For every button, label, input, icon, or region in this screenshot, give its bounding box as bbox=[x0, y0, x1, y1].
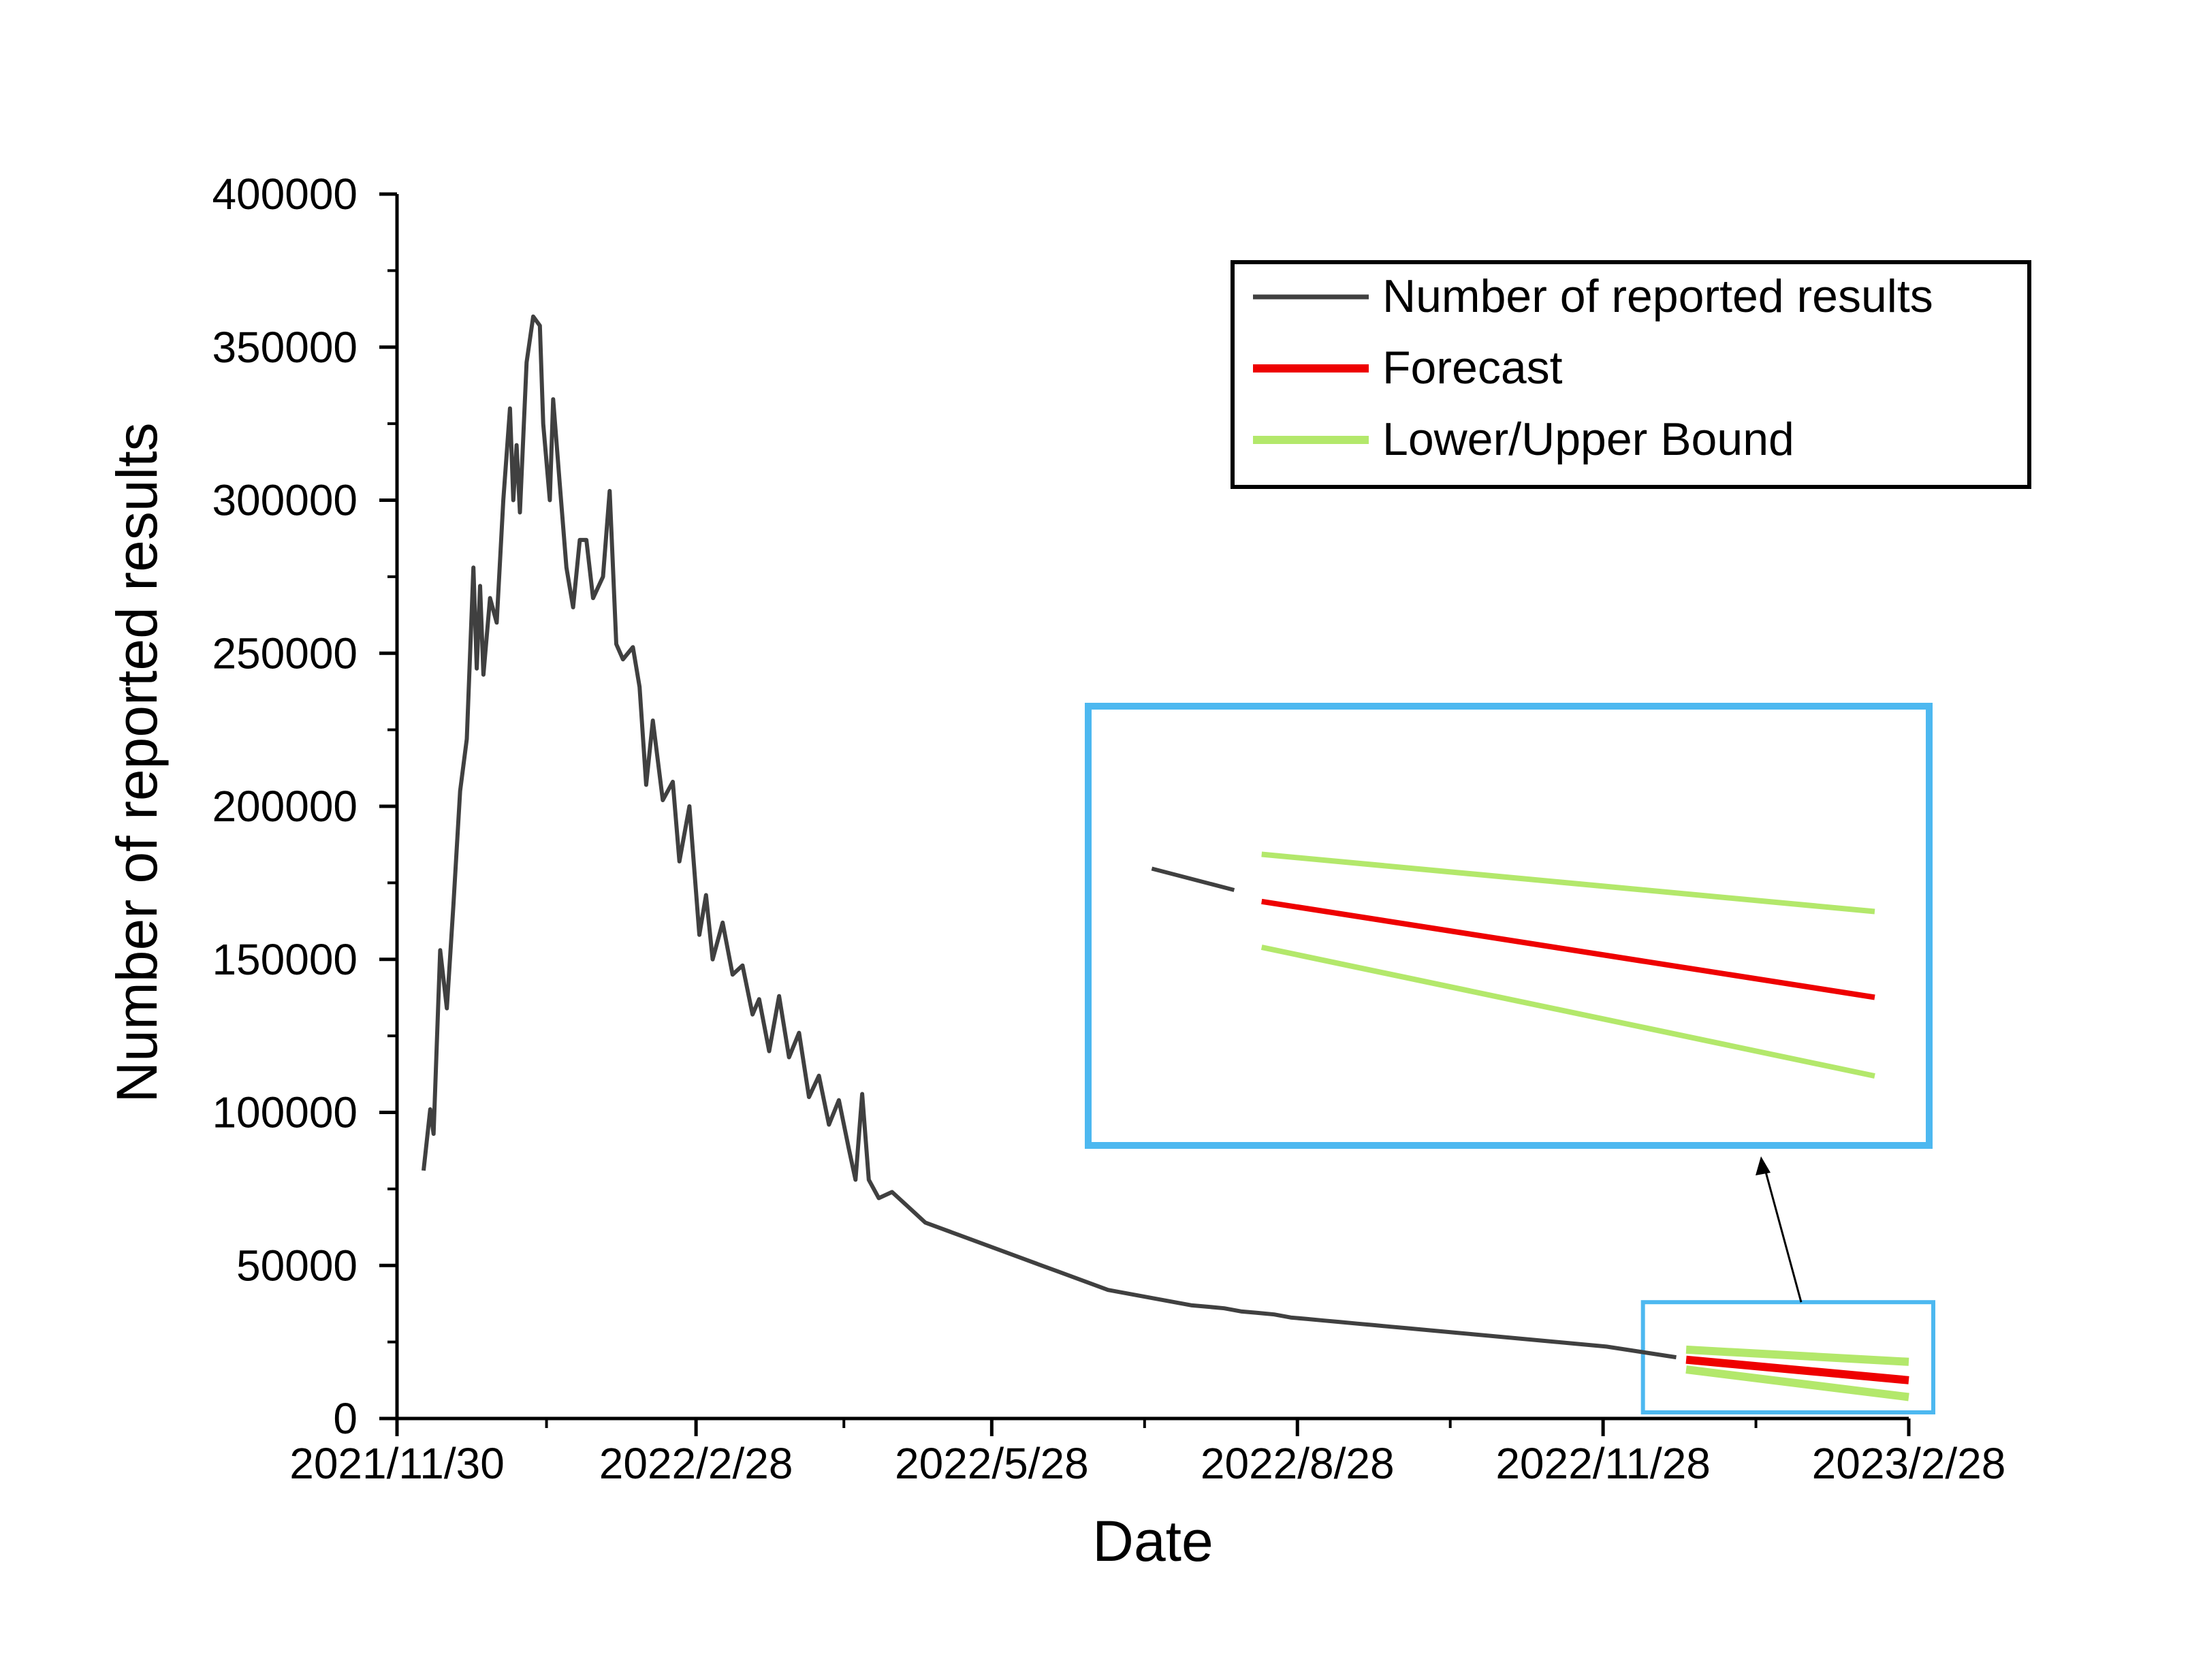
legend: Number of reported results Forecast Lowe… bbox=[1231, 260, 2031, 489]
series-line-upper-bound bbox=[1685, 1345, 1909, 1366]
y-tick-label: 300000 bbox=[212, 476, 358, 525]
inset-line-upper-bound bbox=[1261, 851, 1875, 915]
legend-box bbox=[1231, 260, 2031, 489]
y-tick-label: 200000 bbox=[212, 782, 358, 831]
x-tick-label: 2022/2/28 bbox=[599, 1439, 793, 1488]
y-tick-label: 400000 bbox=[212, 170, 358, 219]
y-tick-label: 150000 bbox=[212, 935, 358, 984]
series-line-lower-bound bbox=[1685, 1365, 1909, 1401]
y-tick-label: 250000 bbox=[212, 629, 358, 678]
highlight-box bbox=[1640, 1300, 1936, 1415]
legend-label-bounds: Lower/Upper Bound bbox=[1382, 413, 1794, 465]
y-tick-label: 350000 bbox=[212, 323, 358, 372]
series-line-forecast bbox=[1685, 1355, 1909, 1384]
x-tick-label: 2022/8/28 bbox=[1201, 1439, 1395, 1488]
x-axis-title: Date bbox=[1092, 1509, 1213, 1573]
series-group bbox=[422, 314, 1909, 1401]
inset-arrow-head bbox=[1756, 1156, 1771, 1175]
legend-label-forecast: Forecast bbox=[1382, 342, 1563, 394]
inset-line-reported bbox=[1151, 866, 1235, 892]
inset-arrow-line bbox=[1762, 1164, 1803, 1303]
axes-group: 0 50000 100000 150000 200000 250000 300000 3500… bbox=[212, 170, 2005, 1488]
x-tick-label: 2022/5/28 bbox=[895, 1439, 1089, 1488]
inset-line-forecast bbox=[1261, 898, 1875, 1000]
inset-box bbox=[1085, 703, 1933, 1149]
y-tick-label: 50000 bbox=[236, 1241, 358, 1290]
y-tick-label: 100000 bbox=[212, 1088, 358, 1137]
inset-line-lower-bound bbox=[1260, 945, 1875, 1079]
inset-group bbox=[1085, 703, 1936, 1415]
x-tick-label: 2021/11/30 bbox=[289, 1439, 505, 1488]
x-tick-label: 2022/11/28 bbox=[1495, 1439, 1711, 1488]
y-tick-label: 0 bbox=[333, 1394, 358, 1443]
x-tick-label: 2023/2/28 bbox=[1812, 1439, 2006, 1488]
y-axis-title: Number of reported results bbox=[105, 422, 169, 1103]
legend-label-reported: Number of reported results bbox=[1382, 270, 1933, 322]
series-line-reported bbox=[422, 314, 1677, 1360]
